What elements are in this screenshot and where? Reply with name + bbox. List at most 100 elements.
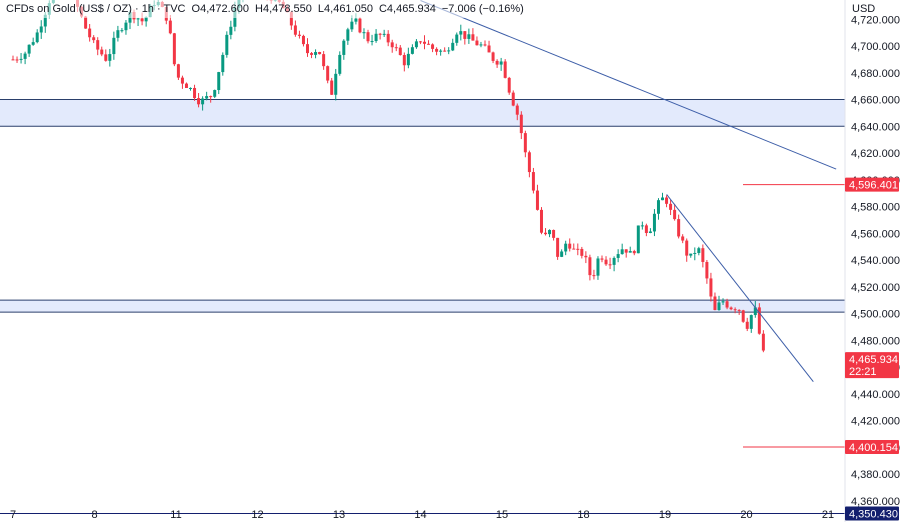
- candle-body: [592, 275, 596, 277]
- candle-body: [209, 96, 213, 98]
- candle-body: [620, 249, 624, 255]
- price-tick-label: 4,560.000: [851, 228, 900, 240]
- candle-body: [761, 333, 765, 351]
- level-tag-2: [845, 506, 899, 521]
- time-axis[interactable]: 7 8 11 12 13 14 15 18 19 20 21: [10, 509, 834, 521]
- candle-body: [677, 219, 681, 237]
- candle-body: [447, 50, 451, 52]
- candle-body: [43, 14, 47, 27]
- candle-body: [11, 59, 15, 61]
- trendline-1[interactable]: [666, 194, 814, 383]
- candle-body: [386, 33, 390, 43]
- price-tick-label: 4,380.000: [851, 469, 900, 481]
- candle-body: [314, 52, 318, 55]
- level-tag-0: [845, 177, 899, 192]
- candle-body: [483, 44, 487, 46]
- trendlines[interactable]: [420, 0, 837, 383]
- candle-body: [556, 237, 560, 257]
- candle-body: [741, 310, 745, 322]
- price-tick-label: 4,700.000: [851, 41, 900, 53]
- currency-label: USD: [852, 3, 875, 15]
- candle-body: [39, 26, 43, 33]
- candle-body: [640, 225, 644, 227]
- trendline-0[interactable]: [420, 0, 837, 170]
- candle-body: [184, 83, 188, 88]
- time-tick-label: 8: [91, 509, 97, 521]
- candle-body: [100, 49, 104, 55]
- price-tick-label: 4,620.000: [851, 148, 900, 160]
- candle-body: [136, 18, 140, 20]
- price-tick-label: 4,500.000: [851, 309, 900, 321]
- low-value: L4,461.050: [317, 3, 373, 15]
- candle-body: [410, 47, 414, 54]
- price-tick-label: 4,540.000: [851, 255, 900, 267]
- candle-body: [725, 301, 729, 308]
- candle-body: [713, 296, 717, 311]
- candle-body: [455, 34, 459, 43]
- candle-body: [394, 47, 398, 49]
- symbol-title[interactable]: CFDs on Gold (US$ / OZ) · 1h · TVC: [6, 3, 186, 15]
- price-tick-label: 4,520.000: [851, 282, 900, 294]
- time-tick-label: 21: [822, 509, 834, 521]
- candle-body: [652, 213, 656, 232]
- level-tag-label-1: 4,400.154: [849, 442, 898, 454]
- candle-body: [669, 203, 673, 210]
- candle-body: [398, 47, 402, 56]
- horizontal-levels[interactable]: [0, 184, 845, 515]
- candle-body: [548, 229, 552, 235]
- candle-body: [475, 40, 479, 46]
- candle-body: [427, 43, 431, 45]
- candle-body: [491, 52, 495, 61]
- candle-body: [374, 33, 378, 42]
- candle-body: [213, 90, 217, 97]
- candle-body: [193, 87, 197, 99]
- candle-body: [749, 315, 753, 329]
- candle-body: [757, 307, 761, 334]
- candle-body: [382, 33, 386, 35]
- candle-body: [628, 251, 632, 253]
- candle-body: [705, 261, 709, 279]
- zone-0[interactable]: [0, 99, 845, 127]
- candle-body: [568, 243, 572, 249]
- candle-body: [84, 16, 88, 29]
- price-tags: 4,596.401 4,400.154 4,350.430 4,465.93422:2…: [845, 177, 899, 521]
- candle-body: [414, 41, 418, 48]
- candle-body: [140, 18, 144, 22]
- candle-body: [471, 34, 475, 41]
- candle-body: [564, 243, 568, 252]
- candle-body: [612, 257, 616, 265]
- candle-body: [681, 236, 685, 241]
- zone-1[interactable]: [0, 300, 845, 313]
- candle-body: [753, 307, 757, 316]
- candle-body: [499, 61, 503, 65]
- candle-body: [297, 34, 301, 36]
- candle-body: [495, 60, 499, 65]
- candle-body: [422, 41, 426, 44]
- time-tick-label: 13: [333, 509, 345, 521]
- candle-body: [584, 255, 588, 258]
- candle-body: [370, 41, 374, 43]
- candle-body: [552, 229, 556, 238]
- candle-body: [124, 22, 128, 31]
- candle-body: [301, 35, 305, 45]
- price-axis-background: [845, 0, 900, 522]
- candle-body: [689, 253, 693, 256]
- candle-body: [511, 92, 515, 106]
- candle-body: [92, 37, 96, 41]
- candle-body: [544, 232, 548, 235]
- candle-body: [572, 248, 576, 250]
- candle-body: [431, 44, 435, 49]
- candle-body: [721, 301, 725, 303]
- price-tick-label: 4,660.000: [851, 95, 900, 107]
- candle-body: [515, 105, 519, 115]
- candle-body: [451, 42, 455, 51]
- candle-body: [729, 307, 733, 310]
- candle-body: [176, 64, 180, 78]
- candle-body: [334, 73, 338, 95]
- candle-body: [310, 53, 314, 55]
- price-tick-label: 4,720.000: [851, 14, 900, 26]
- candle-body: [519, 114, 523, 134]
- candle-body: [229, 26, 233, 35]
- support-resistance-zones: [0, 99, 845, 313]
